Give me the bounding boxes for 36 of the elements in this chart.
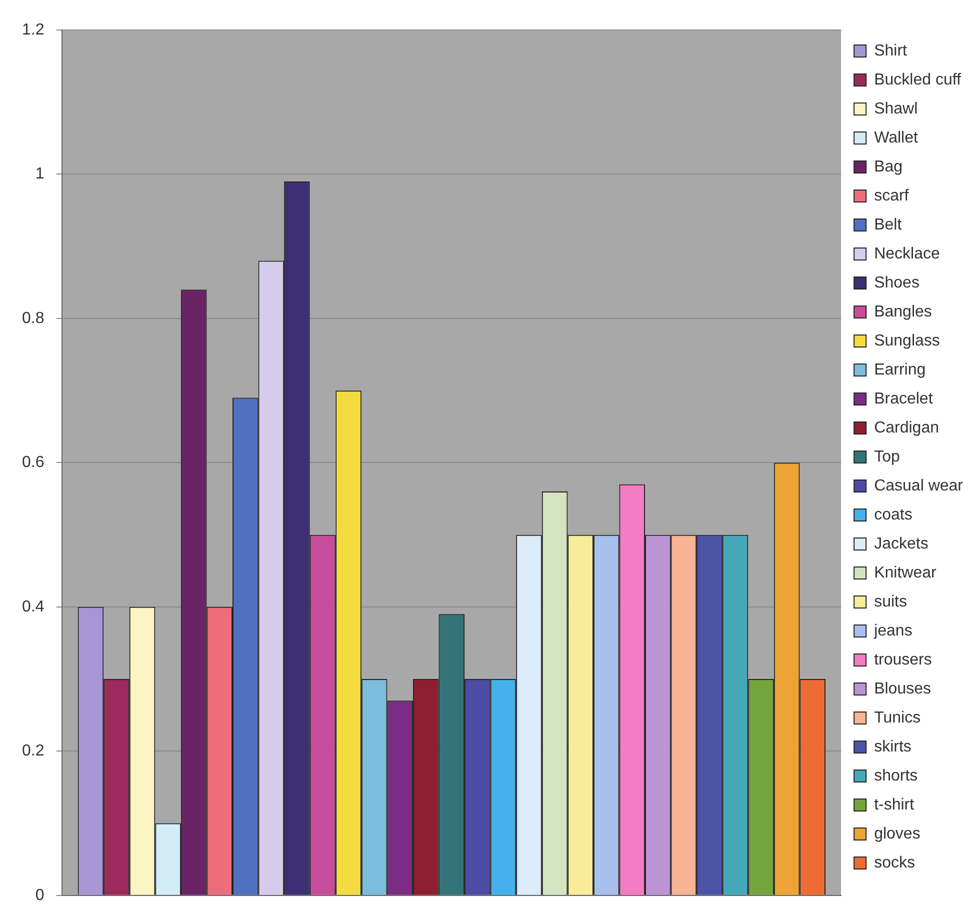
legend-label: Bangles [874, 303, 932, 320]
legend-label: Blouses [874, 680, 931, 698]
y-tick-label: 1.2 [22, 21, 44, 38]
legend-label: Shawl [874, 100, 918, 118]
legend-label: shorts [874, 767, 918, 784]
legend-label: Buckled cuff [874, 71, 962, 88]
legend-label: Bag [874, 158, 903, 176]
legend-label: Casual wear [874, 477, 964, 494]
y-tick-label: 1 [35, 166, 44, 183]
y-tick-label: 0.4 [22, 598, 44, 616]
legend-label: Necklace [874, 245, 940, 262]
legend-label: Sunglass [874, 332, 940, 350]
legend-label: Belt [874, 216, 902, 234]
legend-label: scarf [874, 187, 910, 204]
legend-label: Wallet [874, 129, 918, 146]
legend-label: Cardigan [874, 419, 940, 436]
legend-label: Shirt [874, 42, 908, 60]
legend-label: suits [874, 593, 907, 610]
legend-label: Top [874, 448, 900, 466]
legend-label: Earring [874, 361, 926, 378]
legend-label: Knitwear [874, 564, 937, 582]
y-tick-label: 0 [35, 886, 44, 904]
legend-label: socks [874, 854, 915, 872]
y-tick-label: 0.8 [22, 310, 44, 327]
legend-label: coats [874, 506, 912, 524]
legend-label: Bracelet [874, 390, 934, 408]
legend-label: gloves [874, 825, 920, 842]
legend-label: jeans [873, 622, 912, 640]
legend-label: Shoes [874, 274, 920, 292]
legend-label: Jackets [874, 535, 928, 552]
legend-label: trousers [874, 651, 932, 668]
legend-label: skirts [874, 738, 912, 756]
y-tick-label: 0.2 [22, 742, 44, 760]
y-tick-label: 0.6 [22, 454, 44, 472]
legend-label: t-shirt [874, 796, 915, 814]
legend-label: Tunics [874, 709, 921, 726]
